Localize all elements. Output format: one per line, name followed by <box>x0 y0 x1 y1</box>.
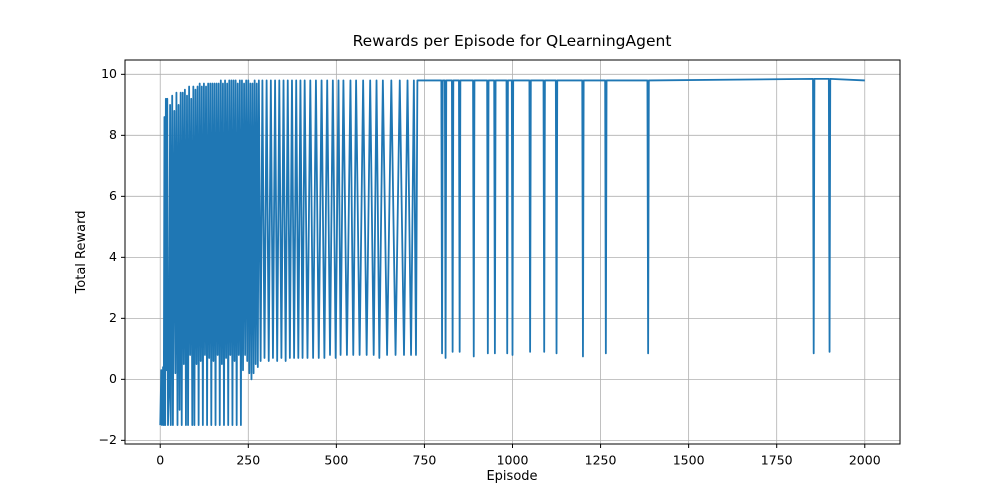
x-tick-label: 1500 <box>673 453 705 468</box>
chart-title: Rewards per Episode for QLearningAgent <box>353 32 672 50</box>
x-tick-label: 500 <box>324 453 348 468</box>
y-axis-label: Total Reward <box>74 211 89 295</box>
x-tick-label: 2000 <box>849 453 881 468</box>
y-tick-label: 8 <box>109 127 117 142</box>
x-axis-label: Episode <box>486 469 537 484</box>
plot-frame <box>124 59 901 445</box>
data-line <box>159 78 865 426</box>
x-tick-label: 0 <box>156 453 164 468</box>
x-tick-label: 250 <box>236 453 260 468</box>
x-tick-label: 750 <box>413 453 437 468</box>
x-tick-label: 1750 <box>761 453 793 468</box>
y-tick-label: 6 <box>109 188 117 203</box>
y-tick-label: −2 <box>99 432 117 447</box>
y-tick-label: 10 <box>101 66 117 81</box>
y-tick-label: 0 <box>109 371 117 386</box>
x-tick-label: 1000 <box>497 453 529 468</box>
y-tick-label: 2 <box>109 310 117 325</box>
x-tick-label: 1250 <box>585 453 617 468</box>
y-tick-label: 4 <box>109 249 117 264</box>
